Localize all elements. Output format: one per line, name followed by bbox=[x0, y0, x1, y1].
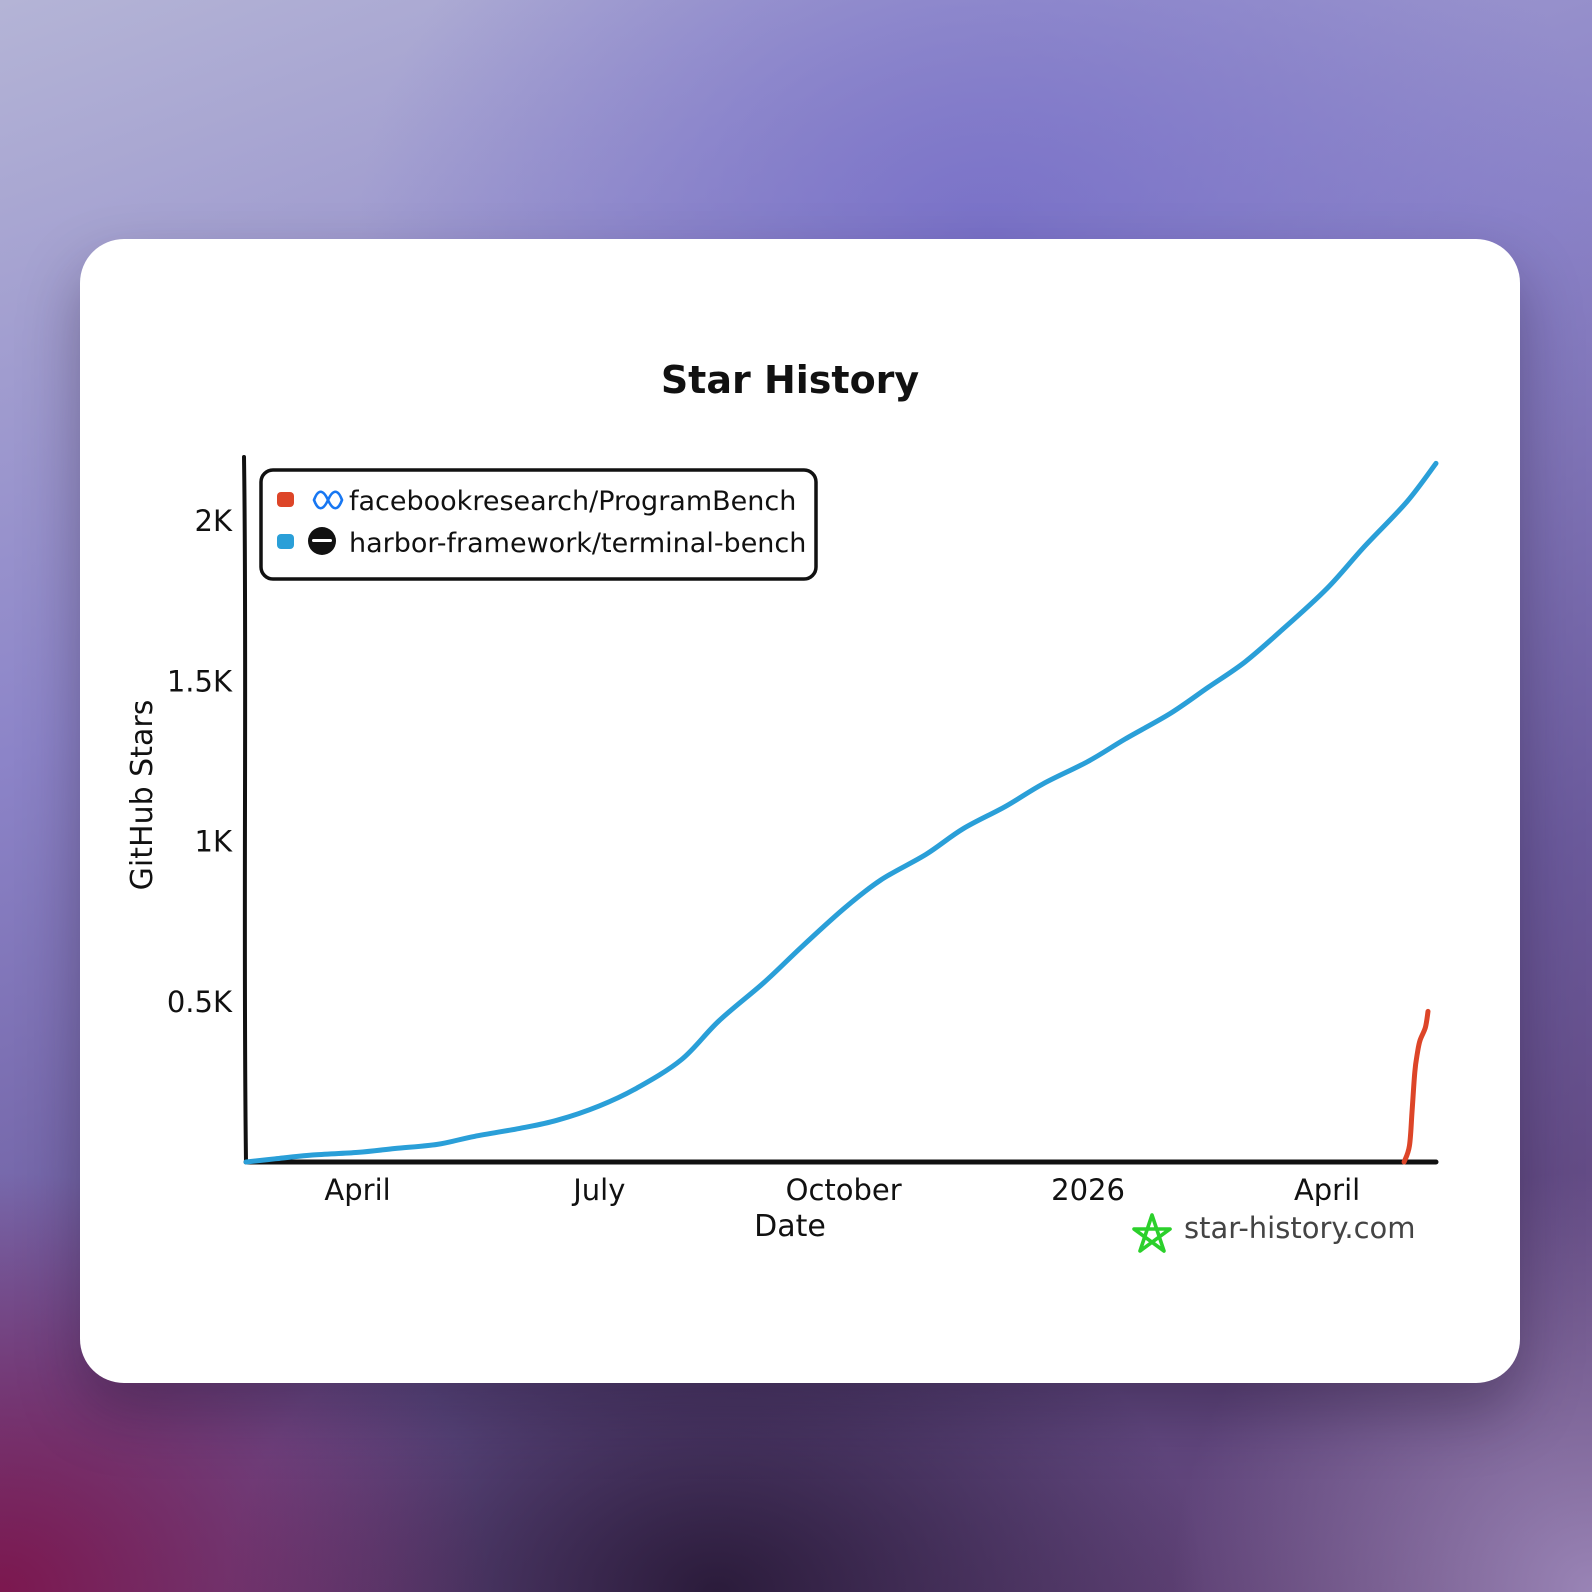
x-axis-label: Date bbox=[754, 1209, 826, 1244]
meta-logo-icon bbox=[312, 490, 344, 510]
legend-box bbox=[259, 468, 818, 581]
y-tick-label: 0.5K bbox=[167, 985, 233, 1019]
legend: facebookresearch/ProgramBench harbor-fra… bbox=[259, 468, 818, 581]
x-tick-label: October bbox=[786, 1173, 902, 1207]
y-tick-label: 2K bbox=[195, 504, 233, 538]
star-history-chart: Star History 0.5K 1K 1.5K 2K April July Octob… bbox=[125, 358, 1439, 1253]
chart-title: Star History bbox=[661, 358, 920, 402]
star-history-link[interactable]: star-history.com bbox=[1184, 1211, 1416, 1245]
harbor-logo-icon bbox=[308, 527, 336, 555]
legend-label-programbench: facebookresearch/ProgramBench bbox=[349, 486, 796, 517]
legend-swatch-programbench bbox=[277, 492, 294, 507]
x-tick-label: July bbox=[571, 1173, 625, 1207]
legend-swatch-terminal-bench bbox=[277, 534, 294, 549]
series-line-programbench bbox=[1401, 1008, 1431, 1165]
y-axis-label: GitHub Stars bbox=[125, 700, 160, 891]
x-axis-line bbox=[243, 1158, 1439, 1166]
chart-card: Star History 0.5K 1K 1.5K 2K April July Octob… bbox=[80, 239, 1520, 1383]
series-lines bbox=[243, 460, 1439, 1165]
y-axis-ticks: 0.5K 1K 1.5K 2K bbox=[167, 504, 233, 1019]
series-line-terminal-bench bbox=[243, 460, 1439, 1165]
x-tick-label: 2026 bbox=[1051, 1173, 1125, 1207]
y-tick-label: 1K bbox=[195, 825, 233, 859]
x-tick-label: April bbox=[324, 1173, 390, 1207]
y-tick-label: 1.5K bbox=[167, 664, 233, 698]
star-history-logo-icon bbox=[1132, 1213, 1172, 1253]
axes bbox=[242, 455, 1439, 1166]
x-axis-ticks: April July October 2026 April bbox=[324, 1173, 1360, 1207]
star-history-watermark[interactable]: star-history.com bbox=[1132, 1211, 1416, 1253]
x-tick-label: April bbox=[1294, 1173, 1360, 1207]
legend-label-terminal-bench: harbor-framework/terminal-bench bbox=[349, 528, 806, 559]
y-axis-line bbox=[242, 455, 248, 1164]
